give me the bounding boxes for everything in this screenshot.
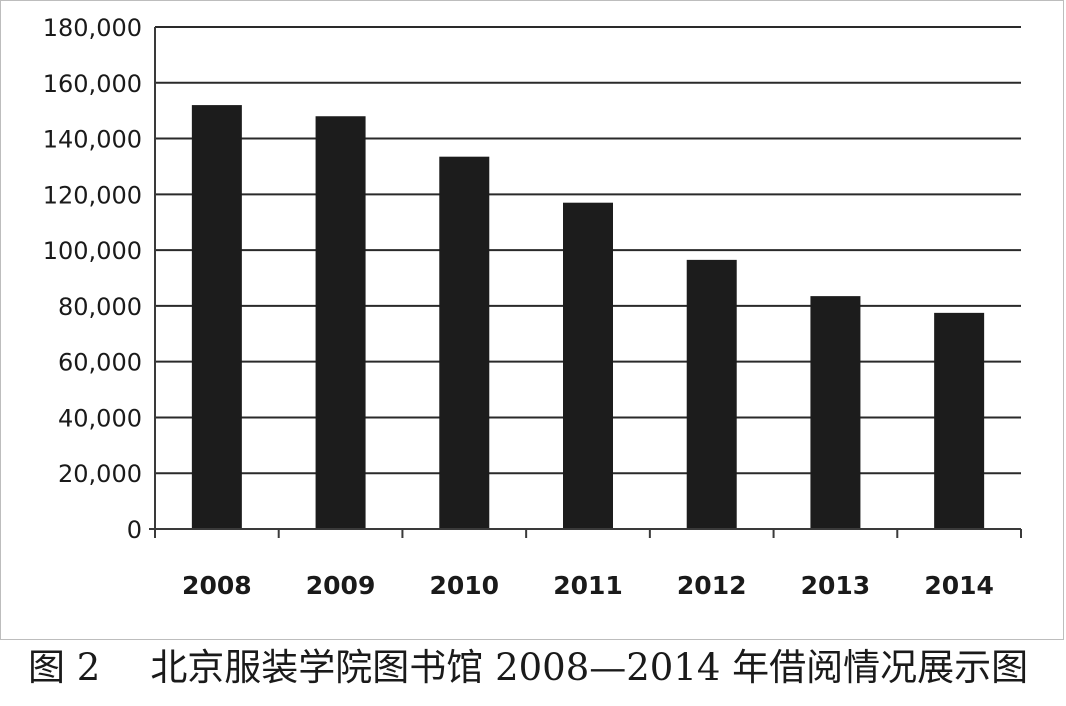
x-tick-label: 2012 <box>677 571 747 600</box>
bar-2011 <box>563 202 613 529</box>
figure-caption: 图 2 北京服装学院图书馆 2008—2014 年借阅情况展示图 <box>28 640 1028 700</box>
bar-2010 <box>439 156 490 529</box>
y-tick-label: 160,000 <box>43 70 142 98</box>
figure-caption-text: 北京服装学院图书馆 2008—2014 年借阅情况展示图 <box>150 646 1029 689</box>
bar-2009 <box>315 116 366 529</box>
y-tick-label: 60,000 <box>58 349 142 377</box>
y-tick-label: 0 <box>127 516 142 544</box>
x-tick-label: 2011 <box>553 571 623 600</box>
y-tick-label: 140,000 <box>43 126 142 154</box>
y-tick-labels: 0 20,000 40,000 60,000 80,000 100,000 120,000 1… <box>43 14 142 544</box>
y-tick-label: 120,000 <box>43 181 142 209</box>
bars <box>191 105 985 529</box>
x-tick-label: 2013 <box>801 571 871 600</box>
bar-2013 <box>810 296 861 529</box>
bar-2012 <box>686 259 737 529</box>
bar-chart: 0 20,000 40,000 60,000 80,000 100,000 120,000 1… <box>43 14 1022 600</box>
y-tick-label: 180,000 <box>43 14 142 42</box>
x-tick-label: 2008 <box>182 571 252 600</box>
gridlines <box>155 26 1021 475</box>
figure-number: 图 2 <box>28 646 101 689</box>
x-tick-label: 2009 <box>306 571 376 600</box>
x-tick-label: 2014 <box>924 571 994 600</box>
bar-2014 <box>934 312 985 529</box>
y-tick-label: 20,000 <box>58 460 142 488</box>
x-tick-labels: 2008 2009 2010 2011 2012 2013 2014 <box>182 571 994 600</box>
y-tick-label: 80,000 <box>58 293 142 321</box>
y-tick-label: 40,000 <box>58 404 142 432</box>
x-tick-label: 2010 <box>429 571 499 600</box>
axes <box>149 27 1022 538</box>
y-tick-label: 100,000 <box>43 237 142 265</box>
chart-frame <box>0 0 1064 640</box>
bar-2008 <box>191 105 242 529</box>
